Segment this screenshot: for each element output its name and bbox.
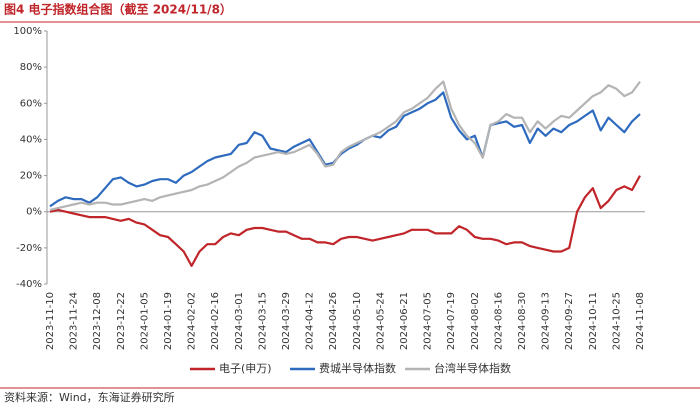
y-tick-label: 40% [20, 134, 42, 145]
x-tick-label: 2024-08-02 [470, 292, 481, 350]
y-tick-label: 60% [20, 98, 42, 109]
x-tick-label: 2024-10-25 [611, 292, 622, 350]
x-tick-label: 2023-11-24 [69, 292, 80, 350]
x-tick-label: 2024-02-16 [210, 292, 221, 350]
y-tick-label: -40% [16, 279, 42, 290]
y-tick-label: -20% [16, 243, 42, 254]
x-tick-label: 2023-11-10 [45, 292, 56, 350]
legend-label: 台湾半导体指数 [434, 361, 511, 375]
x-tick-label: 2024-05-10 [352, 292, 363, 350]
y-tick-label: 20% [20, 171, 42, 182]
x-tick-label: 2024-08-16 [493, 292, 504, 350]
x-tick-label: 2024-07-05 [423, 292, 434, 350]
y-tick-label: 80% [20, 62, 42, 73]
x-tick-label: 2024-01-19 [163, 292, 174, 350]
x-tick-label: 2024-11-08 [635, 292, 646, 350]
x-tick-label: 2024-04-12 [305, 292, 316, 350]
x-tick-label: 2024-03-15 [257, 292, 268, 350]
x-tick-label: 2023-12-22 [116, 292, 127, 350]
x-tick-label: 2024-09-13 [541, 292, 552, 350]
x-tick-label: 2024-10-11 [588, 292, 599, 350]
legend-label: 电子(申万) [219, 362, 272, 375]
x-tick-label: 2024-06-21 [399, 292, 410, 350]
x-tick-label: 2024-01-05 [139, 292, 150, 350]
series-line [49, 91, 641, 208]
x-tick-label: 2024-03-01 [234, 292, 245, 350]
y-tick-label: 0% [26, 207, 42, 218]
x-tick-label: 2023-12-08 [92, 292, 103, 350]
x-tick-label: 2024-05-24 [375, 292, 386, 350]
x-tick-label: 2024-04-26 [328, 292, 339, 350]
chart-title: 图4 电子指数组合图（截至 2024/11/8） [4, 2, 232, 17]
x-tick-label: 2024-08-30 [517, 292, 528, 350]
series-line [49, 80, 641, 211]
x-tick-label: 2024-07-19 [446, 292, 457, 350]
legend-label: 费城半导体指数 [319, 361, 396, 375]
source: 资料来源：Wind，东海证券研究所 [4, 390, 175, 404]
x-tick-label: 2024-02-02 [187, 292, 198, 350]
y-tick-label: 100% [13, 26, 42, 37]
x-tick-label: 2024-03-29 [281, 292, 292, 350]
x-tick-label: 2024-09-27 [564, 292, 575, 350]
series-line [49, 175, 641, 267]
